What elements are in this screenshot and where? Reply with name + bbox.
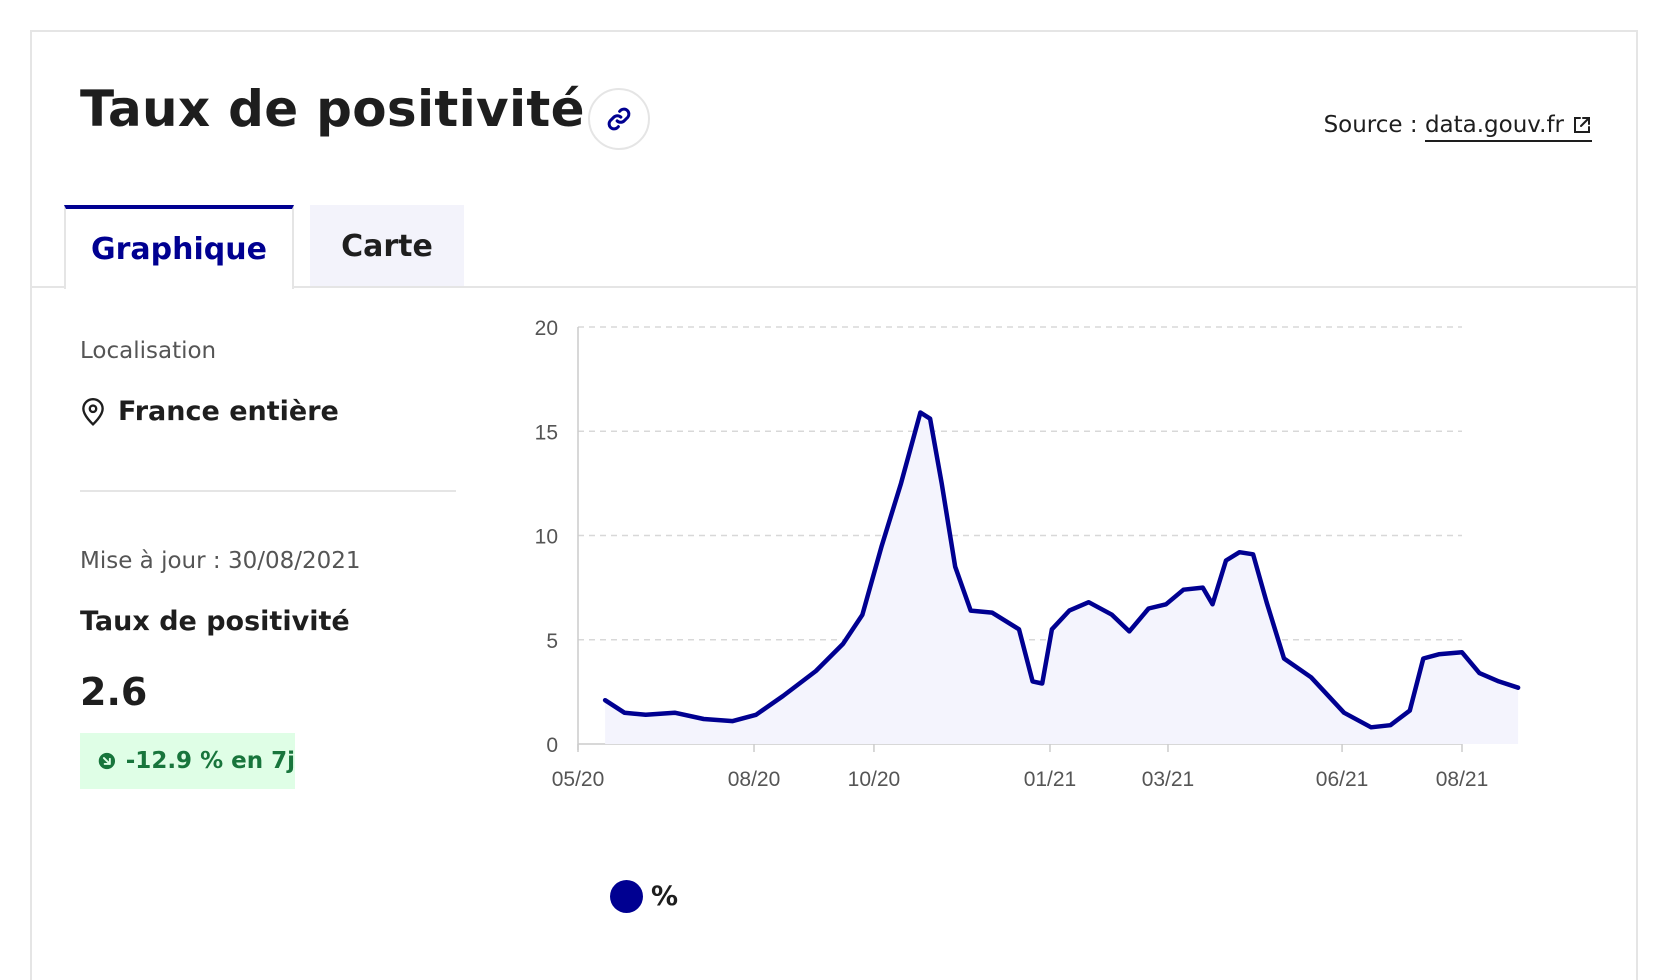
location-label: Localisation (80, 338, 217, 364)
series-area (605, 412, 1519, 744)
location-value: France entière (118, 396, 339, 427)
x-tick-label-0: 05/20 (552, 768, 605, 791)
x-tick-label-2: 10/20 (848, 768, 901, 791)
tab-graphique[interactable]: Graphique (64, 205, 294, 289)
x-tick-label-3: 01/21 (1024, 768, 1077, 791)
arrow-down-right-icon (98, 752, 116, 770)
x-tick-label-4: 03/21 (1142, 768, 1195, 791)
y-tick-label-5: 5 (546, 630, 558, 653)
update-date: Mise à jour : 30/08/2021 (80, 548, 361, 574)
chart-legend: % (610, 880, 678, 913)
x-tick-label-1: 08/20 (728, 768, 781, 791)
y-tick-label-0: 0 (546, 734, 558, 757)
indicator-card (30, 30, 1638, 980)
tab-carte[interactable]: Carte (310, 205, 464, 287)
indicator-value: 2.6 (80, 670, 148, 714)
y-tick-label-10: 10 (535, 526, 558, 549)
x-tick-label-6: 08/21 (1436, 768, 1489, 791)
tabs-divider (30, 286, 1638, 288)
legend-swatch (610, 880, 643, 913)
location-selector[interactable]: France entière (80, 396, 339, 427)
link-icon (607, 107, 631, 131)
trend-badge: -12.9 % en 7j (80, 733, 295, 789)
external-link-icon (1574, 117, 1590, 133)
trend-text: -12.9 % en 7j (125, 748, 295, 774)
page-title: Taux de positivité (80, 80, 585, 138)
source-link[interactable]: data.gouv.fr (1424, 112, 1592, 142)
source-label: Source : (1323, 112, 1425, 138)
positivity-chart: 0 5 10 15 20 05/20 08/20 10/20 01/21 03/21 06/21 08… (535, 317, 1521, 791)
source-attribution: Source : data.gouv.fr (1323, 112, 1592, 142)
y-tick-label-15: 15 (535, 421, 558, 444)
map-pin-icon (82, 397, 104, 426)
legend-label: % (651, 881, 679, 912)
copy-link-button[interactable] (588, 88, 650, 150)
x-tick-label-5: 06/21 (1316, 768, 1369, 791)
series-line (602, 410, 1521, 730)
y-tick-label-20: 20 (535, 317, 558, 340)
source-link-text: data.gouv.fr (1424, 112, 1564, 138)
indicator-label: Taux de positivité (80, 606, 350, 637)
sidebar-divider (80, 490, 456, 492)
